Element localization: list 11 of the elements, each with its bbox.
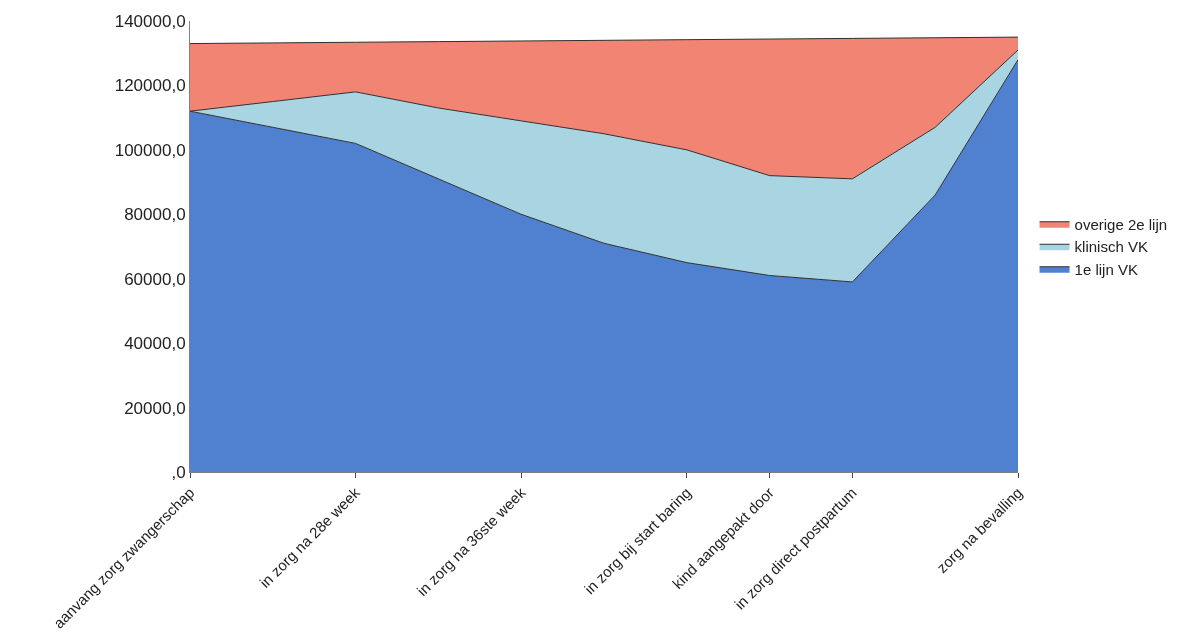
y-tick-label: 100000,0	[114, 140, 186, 160]
y-tick-label: 40000,0	[124, 334, 186, 354]
y-tick-label: 80000,0	[124, 205, 186, 225]
y-tick-label: ,0	[171, 462, 186, 482]
legend-label: overige 2e lijn	[1074, 215, 1168, 233]
y-tick-label: 120000,0	[114, 76, 186, 96]
legend-label: klinisch VK	[1074, 238, 1148, 256]
y-tick-label: 140000,0	[114, 11, 186, 31]
y-tick-label: 60000,0	[124, 269, 186, 289]
y-tick-label: 20000,0	[124, 398, 186, 418]
legend-label: 1e lijn VK	[1074, 260, 1138, 278]
